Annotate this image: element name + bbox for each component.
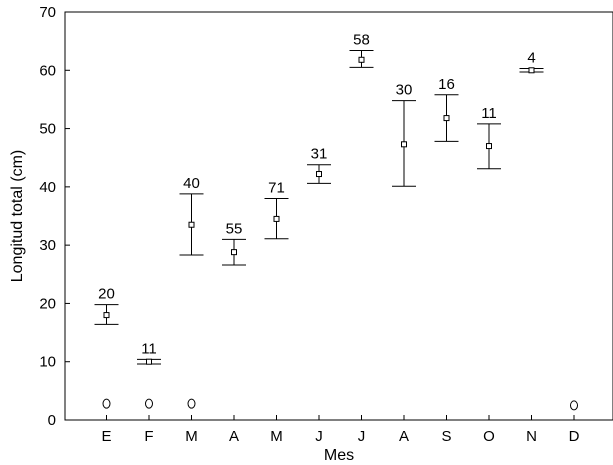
sample-size-label: 4: [527, 50, 535, 67]
x-tick-label: S: [441, 428, 451, 445]
x-tick-label: F: [144, 428, 153, 445]
plot-frame: [64, 11, 613, 421]
mean-marker: [443, 115, 450, 122]
mean-marker: [401, 141, 407, 148]
x-tick-label: N: [526, 428, 537, 445]
x-tick-label: M: [185, 428, 198, 445]
mean-marker: [486, 143, 492, 150]
sample-size-label: 11: [481, 105, 497, 122]
sample-size-label: 30: [396, 82, 413, 99]
mean-marker: [103, 312, 110, 319]
y-axis-ticks: 0 10 20 30 40 50 60 70: [39, 4, 70, 429]
sample-size-label: 71: [268, 180, 285, 197]
mean-marker: [231, 249, 237, 256]
x-tick-label: J: [358, 428, 366, 445]
data-marks: 20 11 40 55 71 31 58 30 16 11 4: [94, 31, 578, 411]
sample-size-label: 11: [141, 340, 157, 357]
outlier-point: [570, 400, 578, 411]
y-tick-label: 20: [39, 295, 56, 312]
mean-marker: [273, 215, 280, 222]
mean-marker: [316, 171, 322, 178]
sample-size-label: 16: [438, 76, 455, 93]
sample-size-label: 58: [353, 31, 370, 48]
sample-size-label: 55: [226, 220, 243, 237]
y-tick-label: 70: [39, 4, 56, 21]
x-tick-label: A: [399, 428, 409, 445]
y-tick-label: 40: [39, 179, 56, 196]
sample-size-label: 40: [183, 175, 200, 192]
y-tick-label: 30: [39, 237, 56, 254]
x-tick-label: O: [483, 428, 495, 445]
mean-marker: [146, 358, 152, 365]
sample-size-label: 31: [311, 146, 328, 163]
mean-marker: [358, 56, 365, 63]
outlier-point: [145, 398, 153, 409]
x-tick-label: J: [315, 428, 323, 445]
y-tick-label: 0: [48, 412, 56, 429]
y-tick-label: 50: [39, 121, 56, 138]
x-tick-label: M: [270, 428, 283, 445]
x-axis-title: Mes: [324, 447, 354, 464]
outlier-point: [187, 398, 196, 409]
x-tick-label: D: [569, 428, 580, 445]
mean-marker: [188, 221, 195, 228]
y-axis-title: Longitud total (cm): [9, 150, 26, 283]
x-tick-label: A: [229, 428, 239, 445]
sample-size-label: 20: [98, 286, 115, 303]
x-tick-label: E: [101, 428, 111, 445]
y-tick-label: 10: [39, 354, 56, 371]
y-tick-label: 60: [39, 62, 56, 79]
outlier-point: [102, 398, 111, 409]
mean-marker: [528, 67, 535, 74]
